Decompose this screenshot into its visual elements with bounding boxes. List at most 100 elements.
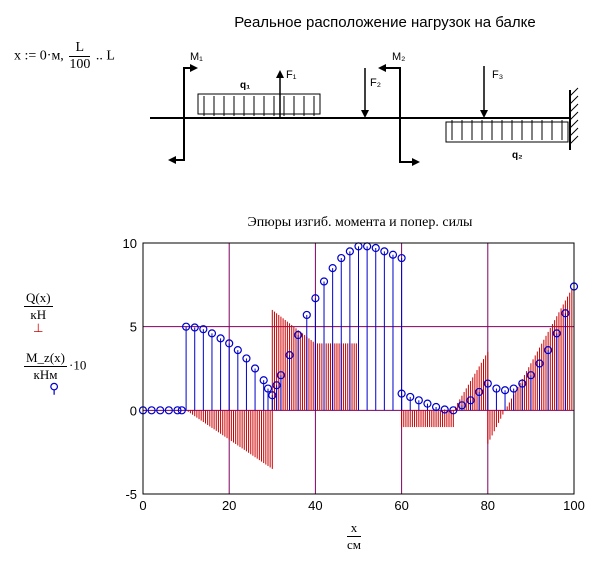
y-tick-label: -5 (125, 487, 137, 502)
moment-point (483, 379, 492, 388)
y-label-q-num: Q(x) (24, 290, 53, 307)
moment-point (371, 243, 380, 253)
moment-point (207, 329, 217, 338)
moment-point (423, 399, 432, 408)
moment-point (475, 387, 484, 397)
moment-point (337, 253, 346, 263)
moment-point (272, 381, 281, 390)
label-q1: q₁ (240, 80, 250, 91)
beam-diagram: M₁ q₁ F₁ F₂ M₂ F₃ q₂ (150, 51, 579, 166)
moment-m1-arrowhead (168, 156, 176, 164)
moment-point (526, 371, 536, 380)
moment-point (535, 359, 544, 368)
legend-m-marker: ⚲ (49, 382, 60, 397)
moment-point (263, 384, 273, 393)
moment-point (182, 322, 191, 331)
moment-m2-arrow (380, 67, 418, 163)
distributed-load-q1 (197, 93, 321, 115)
moment-point (302, 310, 311, 320)
moment-point (466, 396, 475, 405)
x-tick-label: 80 (481, 498, 495, 513)
y-label-q-den: кН (30, 307, 47, 322)
label-q2: q₂ (512, 150, 523, 161)
moment-point (431, 402, 441, 412)
x-label-num: x (347, 520, 361, 537)
moment-point (397, 389, 406, 398)
moment-point (319, 277, 329, 286)
moment-series (138, 242, 579, 415)
moment-point (561, 309, 570, 318)
label-f1: F₁ (286, 69, 297, 81)
moment-point (311, 294, 320, 303)
moment-point (328, 264, 337, 273)
formula-lhs: x := 0·м, (14, 48, 64, 64)
distributed-load-q2 (445, 121, 569, 143)
moment-m2-arrowhead-top (378, 64, 386, 72)
moment-point (406, 392, 415, 402)
wall-hatch (569, 87, 579, 145)
plot-frame (142, 242, 575, 495)
y-label-m-den: кНм (33, 367, 58, 382)
moment-point (216, 334, 225, 343)
moment-point (173, 406, 182, 415)
moment-point (345, 247, 354, 256)
y-label-m-num: M_z(x) (24, 350, 67, 367)
chart-title: Эпюры изгиб. момента и попер. силы (247, 215, 473, 230)
moment-point (250, 364, 260, 373)
moment-point (509, 384, 518, 393)
moment-point (285, 351, 294, 360)
moment-point (259, 376, 268, 385)
moment-point (242, 354, 251, 363)
moment-point (177, 406, 186, 415)
y-label-m: M_z(x) кНм ·10 ⚲ (22, 350, 86, 397)
moment-m1-arrowhead-top (190, 64, 198, 72)
moment-point (164, 406, 173, 415)
moment-point (190, 323, 199, 332)
y-tick-label: 0 (130, 403, 137, 418)
label-m2: M₂ (392, 51, 405, 63)
moment-point (388, 250, 398, 259)
x-tick-label: 60 (394, 498, 408, 513)
formula-rhs: .. L (95, 48, 115, 64)
force-f1-arrowhead (276, 70, 284, 78)
moment-point (147, 406, 156, 415)
y-tick-label: 10 (123, 236, 137, 251)
formula-fraction: L 100 (69, 40, 91, 73)
formula-frac-num: L (69, 40, 91, 57)
x-tick-label: 20 (222, 498, 236, 513)
moment-point (268, 391, 277, 400)
beam-diagram-title: Реальное расположение нагрузок на балке (234, 14, 536, 31)
moment-point (380, 247, 389, 256)
moment-point (199, 325, 208, 334)
label-f2: F₂ (370, 77, 381, 89)
x-label-den: см (347, 537, 361, 552)
y-tick-label: 5 (130, 320, 137, 335)
formula-frac-den: 100 (69, 57, 91, 72)
q1-arrows (203, 96, 315, 116)
q2-arrows (451, 120, 563, 140)
moment-m2-arrowhead (412, 158, 420, 166)
moment-point (492, 384, 501, 393)
moment-point (518, 379, 527, 388)
y-label-m-factor: ·10 (69, 357, 87, 373)
moment-point (500, 386, 510, 395)
moment-point (156, 406, 165, 415)
label-m1: M₁ (190, 51, 203, 63)
x-tick-label: 100 (563, 498, 585, 513)
moment-point (225, 339, 234, 348)
force-f2-arrowhead (361, 110, 369, 118)
moment-point (294, 330, 303, 340)
x-label: x см (345, 520, 363, 553)
legend-q-marker: ⊥ (33, 321, 44, 335)
moment-point (544, 345, 553, 355)
y-label-q: Q(x) кН ⊥ (22, 290, 55, 335)
moment-point (233, 345, 242, 355)
force-f3-arrowhead (480, 110, 488, 118)
range-formula: x := 0·м, L 100 .. L (14, 40, 115, 73)
moment-point (414, 396, 423, 405)
moment-point (440, 405, 449, 414)
moment-point (397, 253, 406, 263)
x-tick-label: 40 (308, 498, 322, 513)
